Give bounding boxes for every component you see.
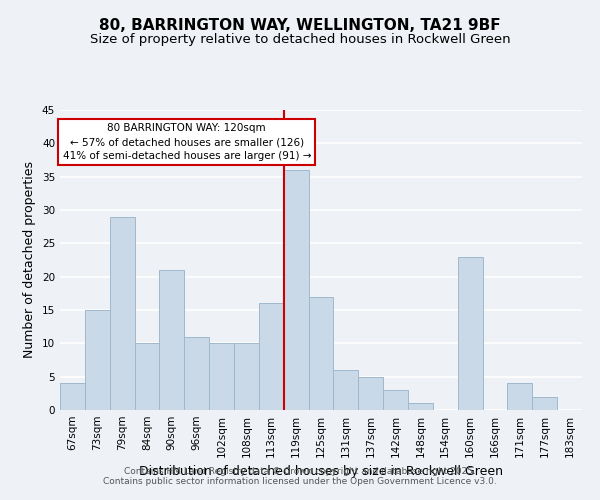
Bar — [60, 384, 85, 410]
Bar — [160, 270, 184, 410]
Bar — [184, 336, 209, 410]
Bar — [308, 296, 334, 410]
Bar — [358, 376, 383, 410]
Bar — [259, 304, 284, 410]
Text: Contains HM Land Registry data © Crown copyright and database right 2025.: Contains HM Land Registry data © Crown c… — [124, 467, 476, 476]
Bar — [532, 396, 557, 410]
Text: 80 BARRINGTON WAY: 120sqm
← 57% of detached houses are smaller (126)
41% of semi: 80 BARRINGTON WAY: 120sqm ← 57% of detac… — [62, 124, 311, 162]
Bar — [209, 344, 234, 410]
Bar — [383, 390, 408, 410]
Bar — [110, 216, 134, 410]
Y-axis label: Number of detached properties: Number of detached properties — [23, 162, 37, 358]
Bar — [85, 310, 110, 410]
Bar — [284, 170, 308, 410]
Text: Contains public sector information licensed under the Open Government Licence v3: Contains public sector information licen… — [103, 477, 497, 486]
Bar — [458, 256, 482, 410]
Bar — [508, 384, 532, 410]
Bar — [134, 344, 160, 410]
X-axis label: Distribution of detached houses by size in Rockwell Green: Distribution of detached houses by size … — [139, 466, 503, 478]
Bar — [234, 344, 259, 410]
Bar — [334, 370, 358, 410]
Text: Size of property relative to detached houses in Rockwell Green: Size of property relative to detached ho… — [89, 32, 511, 46]
Bar — [408, 404, 433, 410]
Text: 80, BARRINGTON WAY, WELLINGTON, TA21 9BF: 80, BARRINGTON WAY, WELLINGTON, TA21 9BF — [99, 18, 501, 32]
